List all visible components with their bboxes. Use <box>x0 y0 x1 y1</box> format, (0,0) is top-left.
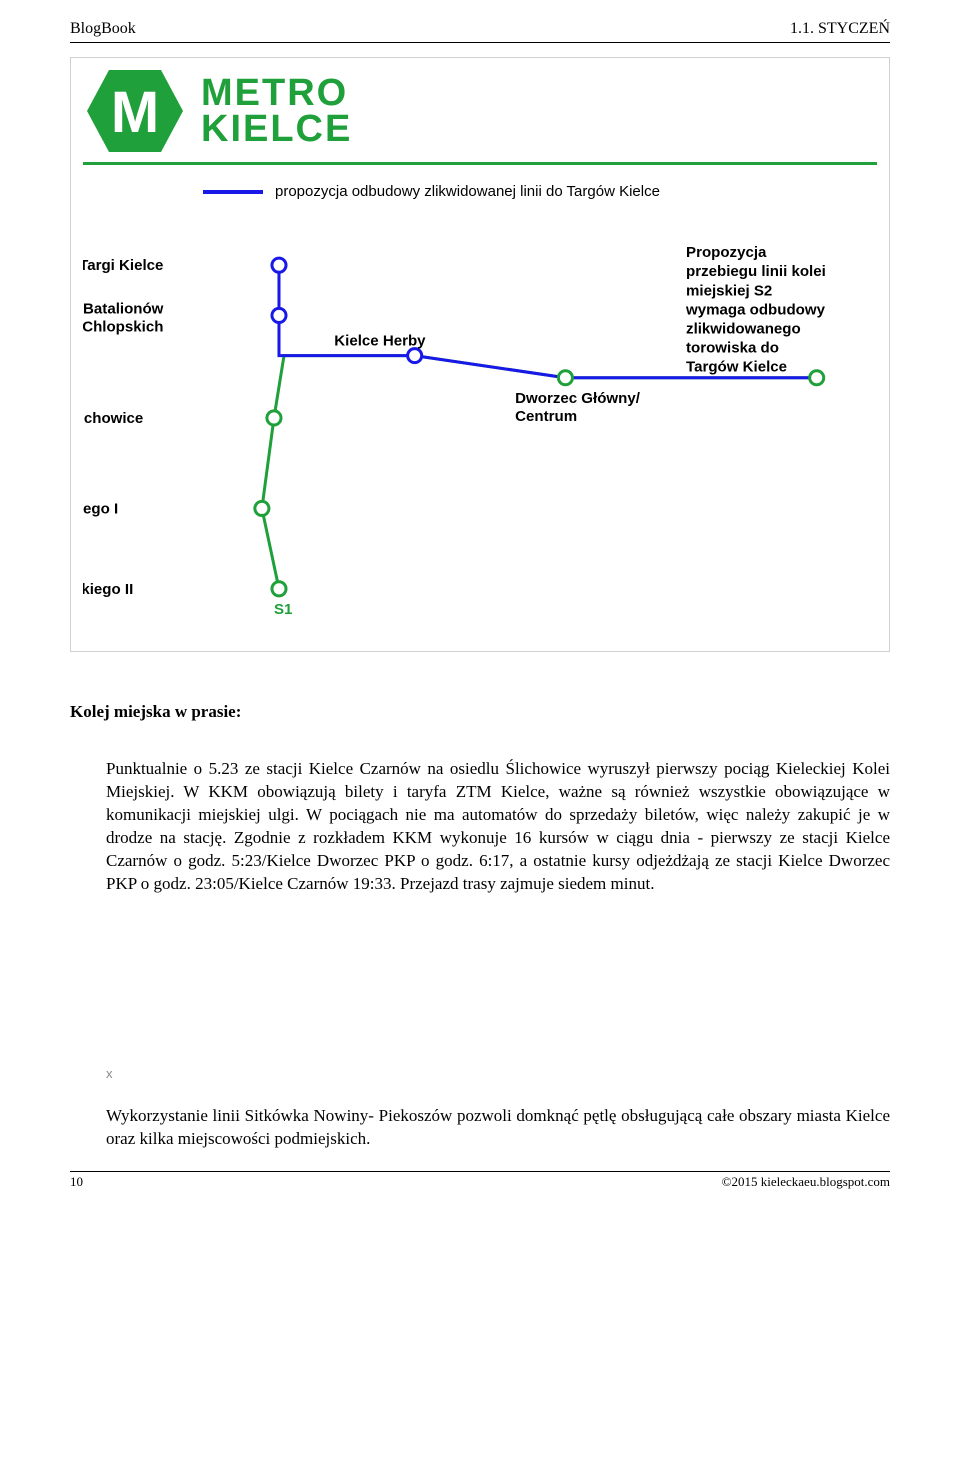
map-legend: propozycja odbudowy zlikwidowanej linii … <box>83 183 877 200</box>
svg-text:miejskiej S2: miejskiej S2 <box>686 282 772 299</box>
metro-logo-row: M METRO KIELCE <box>83 66 877 156</box>
svg-text:Ślichowice: Ślichowice <box>83 409 143 427</box>
svg-text:Batalionów: Batalionów <box>83 300 164 317</box>
svg-text:wymaga odbudowy: wymaga odbudowy <box>685 301 826 318</box>
svg-text:Massalskiego I: Massalskiego I <box>83 500 118 517</box>
paragraph-2: Wykorzystanie linii Sitkówka Nowiny- Pie… <box>70 1105 890 1151</box>
svg-text:Chlopskich: Chlopskich <box>83 319 163 336</box>
svg-text:Dworzec Główny/: Dworzec Główny/ <box>515 390 641 407</box>
svg-text:Centrum: Centrum <box>515 408 577 425</box>
metro-logo-hexagon: M <box>83 66 187 156</box>
svg-text:Targi Kielce: Targi Kielce <box>83 257 163 274</box>
header-right: 1.1. STYCZEŃ <box>790 20 890 38</box>
logo-line2: KIELCE <box>201 111 352 147</box>
logo-line1: METRO <box>201 75 352 111</box>
page-header: BlogBook 1.1. STYCZEŃ <box>70 20 890 43</box>
legend-text: propozycja odbudowy zlikwidowanej linii … <box>275 183 660 200</box>
svg-text:Propozycja: Propozycja <box>686 244 767 261</box>
page-footer: 10 ©2015 kieleckaeu.blogspot.com <box>70 1172 890 1190</box>
header-left: BlogBook <box>70 20 136 38</box>
svg-text:Targów Kielce: Targów Kielce <box>686 359 787 376</box>
legend-line-icon <box>203 190 263 194</box>
footer-page-number: 10 <box>70 1174 83 1190</box>
svg-text:S1: S1 <box>274 601 292 618</box>
metro-map: Targi Kielce Batalionów Chlopskich Kielce H… <box>83 218 877 638</box>
svg-text:Kielce Herby: Kielce Herby <box>334 333 426 350</box>
svg-text:zlikwidowanego: zlikwidowanego <box>686 321 801 338</box>
svg-text:torowiska do: torowiska do <box>686 340 779 357</box>
section-title: Kolej miejska w prasie: <box>70 702 890 722</box>
svg-text:Massalskiego II: Massalskiego II <box>83 581 133 598</box>
svg-text:przebiegu linii kolei: przebiegu linii kolei <box>686 263 826 280</box>
footer-copyright: ©2015 kieleckaeu.blogspot.com <box>722 1174 890 1190</box>
metro-diagram: M METRO KIELCE propozycja odbudowy zlikw… <box>70 57 890 652</box>
green-divider <box>83 162 877 165</box>
svg-text:M: M <box>111 80 159 145</box>
metro-logo-text: METRO KIELCE <box>201 75 352 147</box>
x-placeholder-icon: x <box>70 1066 890 1081</box>
paragraph-1: Punktualnie o 5.23 ze stacji Kielce Czar… <box>70 758 890 896</box>
